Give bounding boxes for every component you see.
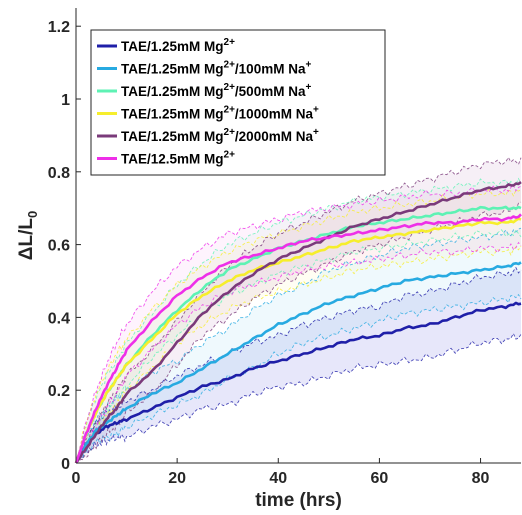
- legend-entry: TAE/1.25mM Mg2+/100mM Na+: [121, 60, 311, 77]
- error-band: [76, 228, 521, 463]
- series-line: [74, 181, 522, 464]
- legend-entry: TAE/1.25mM Mg2+/1000mM Na+: [121, 105, 319, 122]
- upper-bound-line: [75, 183, 522, 464]
- y-axis-label-main: ΔL/L: [16, 218, 37, 261]
- legend-entry: TAE/1.25mM Mg2+/500mM Na+: [121, 82, 311, 99]
- series-lines: [74, 181, 522, 464]
- legend-entry: TAE/1.25mM Mg2+: [121, 37, 235, 54]
- y-tick-label: 1: [61, 92, 70, 109]
- legend-entry: TAE/12.5mM Mg2+: [121, 150, 235, 167]
- y-tick-label: 0.4: [48, 310, 70, 327]
- y-tick-label: 0.8: [48, 165, 70, 182]
- y-tick-label: 0.2: [48, 383, 70, 400]
- series-line: [74, 261, 522, 464]
- lower-bound-line: [75, 245, 522, 464]
- y-tick-label: 0.6: [48, 238, 70, 255]
- x-tick-label: 80: [472, 470, 490, 487]
- x-ticks: 0 20 40 60 80: [72, 458, 490, 487]
- error-band: [76, 189, 521, 463]
- series-line: [74, 213, 522, 464]
- x-tick-label: 60: [371, 470, 389, 487]
- legend: TAE/1.25mM Mg2+ TAE/1.25mM Mg2+/100mM Na+…: [90, 29, 386, 176]
- y-axis-label-subscript: 0: [25, 211, 40, 218]
- error-band: [76, 267, 521, 463]
- y-tick-label: 0: [61, 456, 70, 473]
- upper-bound-line: [75, 188, 522, 464]
- error-bounds: [75, 156, 522, 464]
- y-axis-label: ΔL/L0: [16, 211, 40, 260]
- lower-bound-line: [75, 241, 522, 464]
- axes: [75, 8, 521, 464]
- y-ticks: 0 0.2 0.4 0.6 0.8 1 1.2: [48, 19, 81, 473]
- x-tick-label: 20: [168, 470, 186, 487]
- upper-bound-line: [75, 177, 522, 464]
- x-axis-label: time (hrs): [255, 490, 342, 511]
- legend-box: [90, 29, 386, 176]
- legend-entry: TAE/1.25mM Mg2+/2000mM Na+: [121, 127, 319, 144]
- upper-bound-line: [75, 227, 522, 464]
- y-tick-label: 1.2: [48, 19, 70, 36]
- error-band: [76, 184, 521, 464]
- lower-bound-line: [75, 228, 522, 464]
- error-bands: [76, 157, 521, 464]
- lower-bound-line: [75, 293, 522, 464]
- series-line: [74, 301, 522, 464]
- x-tick-label: 40: [269, 470, 287, 487]
- x-tick-label: 0: [72, 470, 81, 487]
